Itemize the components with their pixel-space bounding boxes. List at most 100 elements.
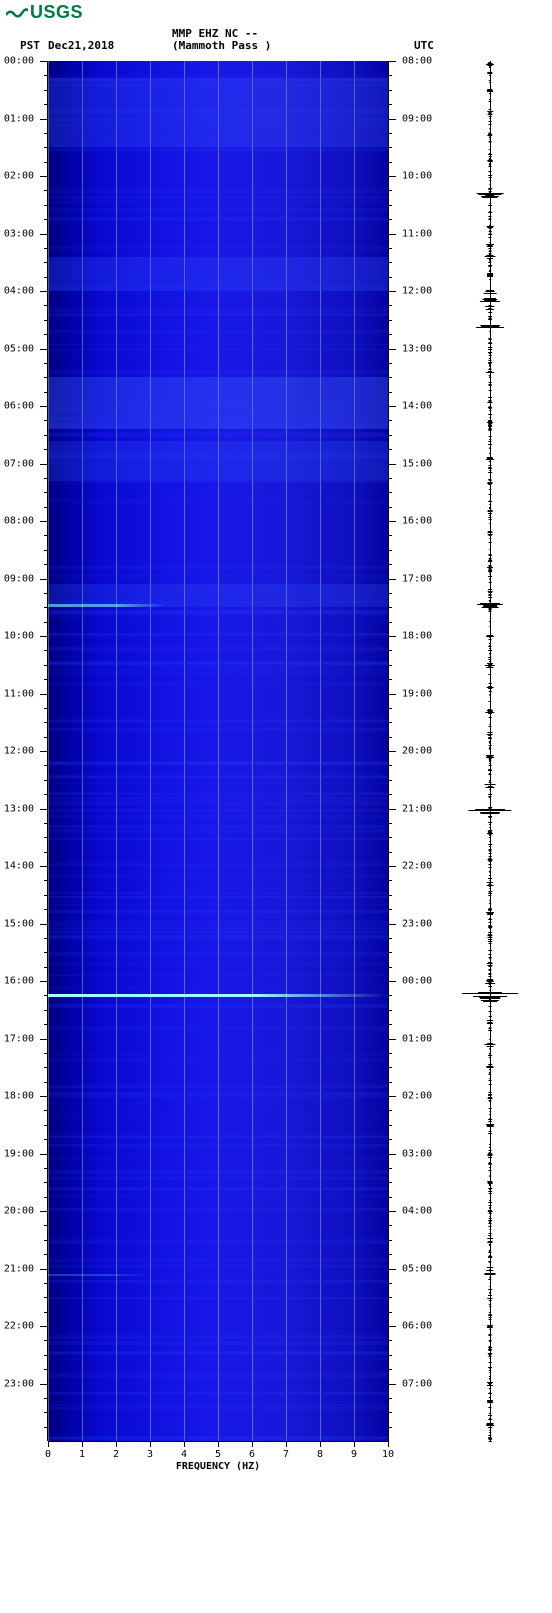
y-tick-label-pst: 14:00 [4, 861, 34, 872]
seismo-event [484, 1274, 495, 1275]
y-tick-label-utc: 23:00 [402, 918, 432, 929]
y-tick-label-pst: 03:00 [4, 228, 34, 239]
seismo-event [487, 981, 494, 982]
seismo-event [488, 1295, 492, 1296]
seismo-event [488, 1385, 492, 1386]
seismo-event [489, 591, 492, 592]
seismo-event [482, 197, 497, 198]
seismo-event [487, 1267, 493, 1268]
y-tick-label-utc: 06:00 [402, 1321, 432, 1332]
seismo-event [488, 937, 491, 938]
seismo-event [487, 567, 493, 568]
seismo-event [488, 1353, 492, 1354]
chart-header: PST Dec21,2018 MMP EHZ NC -- (Mammoth Pa… [0, 25, 552, 61]
seismo-event [480, 301, 500, 302]
seismo-event [487, 965, 492, 966]
seismo-event [483, 1001, 497, 1002]
seismo-event [482, 607, 499, 608]
y-tick-label-utc: 19:00 [402, 688, 432, 699]
seismo-event [488, 962, 492, 963]
seismo-event [488, 755, 492, 756]
y-tick-label-pst: 04:00 [4, 286, 34, 297]
seismo-event [486, 1425, 494, 1426]
seismo-event [489, 1354, 492, 1355]
seismo-event [488, 482, 493, 483]
seismo-event [488, 830, 492, 831]
y-tick-label-utc: 00:00 [402, 976, 432, 987]
y-tick-label-utc: 15:00 [402, 458, 432, 469]
x-tick-label: 7 [283, 1449, 289, 1460]
seismo-event [487, 246, 493, 247]
x-tick-label: 3 [147, 1449, 153, 1460]
x-tick-label: 0 [45, 1449, 51, 1460]
y-tick-label-pst: 05:00 [4, 343, 34, 354]
y-tick-label-utc: 22:00 [402, 861, 432, 872]
y-tick-label-pst: 09:00 [4, 573, 34, 584]
seismo-event [485, 983, 495, 984]
x-axis-frequency: FREQUENCY (HZ) 012345678910 [48, 1441, 388, 1481]
y-tick-label-utc: 05:00 [402, 1263, 432, 1274]
y-tick-label-pst: 18:00 [4, 1091, 34, 1102]
seismo-event [489, 349, 492, 350]
seismo-event [487, 833, 493, 834]
y-tick-label-pst: 15:00 [4, 918, 34, 929]
seismo-event [488, 423, 492, 424]
y-tick-label-pst: 02:00 [4, 171, 34, 182]
y-tick-label-utc: 16:00 [402, 516, 432, 527]
y-tick-label-pst: 00:00 [4, 56, 34, 67]
header-station-name: (Mammoth Pass ) [172, 39, 271, 52]
seismo-event [487, 1126, 494, 1127]
y-tick-label-utc: 11:00 [402, 228, 432, 239]
seismo-event [487, 1326, 492, 1327]
y-tick-label-utc: 02:00 [402, 1091, 432, 1102]
y-tick-label-utc: 01:00 [402, 1033, 432, 1044]
seismo-event [487, 1382, 493, 1383]
seismo-event [486, 636, 494, 637]
seismo-event [481, 326, 499, 327]
y-tick-label-pst: 13:00 [4, 803, 34, 814]
spectrogram-band [48, 441, 388, 481]
y-tick-label-utc: 20:00 [402, 746, 432, 757]
seismo-event [487, 710, 493, 711]
seismo-event [487, 402, 492, 403]
seismo-event [487, 91, 493, 92]
seismo-event [489, 882, 492, 883]
seismo-event [487, 135, 492, 136]
y-tick-label-utc: 03:00 [402, 1148, 432, 1159]
seismo-event [487, 64, 493, 65]
seismo-event [485, 256, 496, 257]
seismo-event [484, 293, 497, 294]
x-tick-label: 2 [113, 1449, 119, 1460]
seismo-event [485, 712, 494, 713]
seismo-event [485, 306, 494, 307]
seismo-event [488, 1154, 493, 1155]
seismo-event [488, 534, 493, 535]
seismo-event [488, 910, 491, 911]
seismo-event [487, 1155, 492, 1156]
seismo-event [488, 1383, 492, 1384]
seismo-event [488, 421, 492, 422]
seismo-event [477, 193, 504, 194]
seismo-event [487, 276, 493, 277]
seismo-event [482, 196, 498, 197]
y-tick-label-pst: 10:00 [4, 631, 34, 642]
seismo-event [487, 885, 494, 886]
seismo-event [480, 325, 500, 326]
seismo-event [488, 688, 492, 689]
seismo-event [487, 1298, 492, 1299]
seismo-event [486, 980, 493, 981]
seismo-event [485, 787, 494, 788]
y-tick-label-utc: 09:00 [402, 113, 432, 124]
seismo-event [487, 663, 493, 664]
x-tick-label: 6 [249, 1449, 255, 1460]
seismo-event [487, 309, 494, 310]
y-tick-label-utc: 04:00 [402, 1206, 432, 1217]
seismo-event [489, 1184, 491, 1185]
seismo-event [487, 732, 492, 733]
seismo-event [480, 813, 499, 814]
x-tick-label: 1 [79, 1449, 85, 1460]
x-tick-label: 4 [181, 1449, 187, 1460]
seismo-event [487, 1046, 494, 1047]
y-tick-label-utc: 13:00 [402, 343, 432, 354]
seismo-event [488, 1356, 491, 1357]
